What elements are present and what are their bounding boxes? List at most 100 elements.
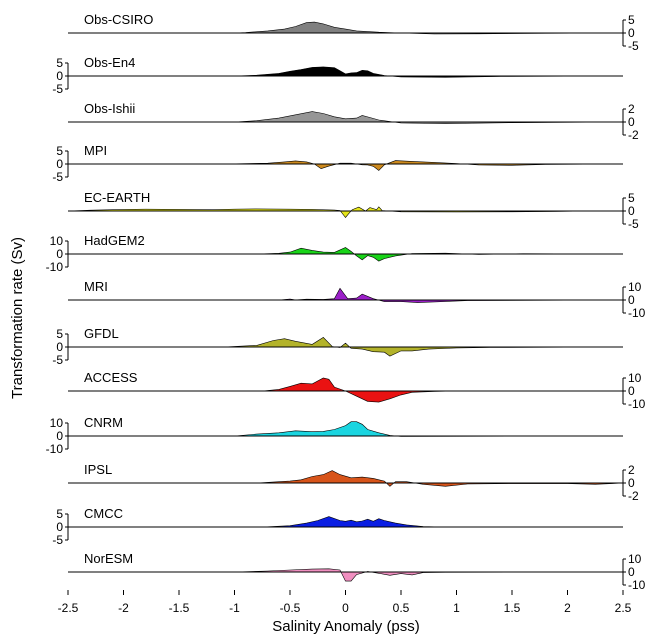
series-area-mpi bbox=[68, 160, 624, 171]
y-tick-label: -5 bbox=[628, 217, 639, 231]
y-tick-label: -10 bbox=[46, 260, 64, 274]
y-tick-label: 10 bbox=[628, 280, 642, 294]
x-tick-label: 2.5 bbox=[615, 601, 632, 615]
y-tick-label: 0 bbox=[628, 26, 635, 40]
y-tick-label: 0 bbox=[628, 204, 635, 218]
panel-hadgem2: HadGEM2 100-10 bbox=[46, 233, 624, 274]
y-tick-label: -5 bbox=[628, 39, 639, 53]
panel-label-obs-ishii: Obs-Ishii bbox=[84, 101, 135, 116]
y-tick-label: -10 bbox=[628, 578, 646, 592]
x-tick-label: -2.5 bbox=[58, 601, 79, 615]
y-axis-title: Transformation rate (Sv) bbox=[9, 237, 26, 399]
y-tick-label: 10 bbox=[50, 416, 64, 430]
series-area-ipsl bbox=[68, 470, 624, 487]
panel-label-cnrm: CNRM bbox=[84, 415, 123, 430]
y-axis-access: 100-10 bbox=[622, 371, 646, 411]
y-tick-label: 10 bbox=[628, 371, 642, 385]
y-tick-label: 0 bbox=[628, 476, 635, 490]
y-tick-label: -10 bbox=[628, 306, 646, 320]
y-tick-label: -5 bbox=[52, 82, 63, 96]
y-axis-noresm: 100-10 bbox=[622, 552, 646, 592]
series-area-cnrm bbox=[68, 421, 624, 437]
y-tick-label: 0 bbox=[628, 384, 635, 398]
panel-mpi: MPI 50-5 bbox=[52, 143, 624, 184]
y-tick-label: 5 bbox=[628, 13, 635, 27]
panel-ec-earth: EC-EARTH 50-5 bbox=[67, 190, 639, 231]
y-axis-gfdl: 50-5 bbox=[52, 327, 69, 367]
panel-label-access: ACCESS bbox=[84, 370, 138, 385]
y-tick-label: 5 bbox=[56, 144, 63, 158]
y-tick-label: 5 bbox=[56, 507, 63, 521]
series-area-access bbox=[68, 377, 623, 403]
x-tick-label: 1 bbox=[453, 601, 460, 615]
y-axis-cmcc: 50-5 bbox=[52, 507, 69, 547]
y-axis-obs-en4: 50-5 bbox=[52, 56, 69, 96]
y-tick-label: -10 bbox=[628, 397, 646, 411]
y-tick-label: -5 bbox=[52, 533, 63, 547]
y-tick-label: -10 bbox=[46, 442, 64, 456]
y-tick-label: 0 bbox=[56, 247, 63, 261]
panel-obs-csiro: Obs-CSIRO 50-5 bbox=[68, 12, 639, 53]
y-axis-ipsl: 20-2 bbox=[622, 463, 639, 503]
panel-obs-ishii: Obs-Ishii 20-2 bbox=[68, 101, 639, 142]
panel-label-noresm: NorESM bbox=[84, 551, 133, 566]
series-area-ec-earth bbox=[67, 206, 623, 218]
panel-label-gfdl: GFDL bbox=[84, 326, 119, 341]
y-tick-label: 0 bbox=[56, 69, 63, 83]
x-tick-label: -0.5 bbox=[280, 601, 301, 615]
series-area-obs-en4 bbox=[68, 66, 624, 78]
y-tick-label: 2 bbox=[628, 463, 635, 477]
series-area-noresm bbox=[68, 568, 624, 582]
y-axis-hadgem2: 100-10 bbox=[46, 234, 69, 274]
x-axis: -2.5 -2 -1.5 -1 -0.5 0 0.5 1 1.5 2 2.5 bbox=[58, 590, 632, 615]
y-tick-label: 10 bbox=[50, 234, 64, 248]
y-axis-mri: 100-10 bbox=[622, 280, 646, 320]
y-tick-label: -5 bbox=[52, 353, 63, 367]
panel-noresm: NorESM 100-10 bbox=[68, 551, 646, 592]
x-tick-label: 2 bbox=[564, 601, 571, 615]
x-tick-label: -1 bbox=[229, 601, 240, 615]
y-axis-cnrm: 100-10 bbox=[46, 416, 69, 456]
y-tick-label: 0 bbox=[628, 115, 635, 129]
panel-label-ipsl: IPSL bbox=[84, 462, 112, 477]
panel-obs-en4: Obs-En4 50-5 bbox=[52, 55, 624, 96]
panel-label-mri: MRI bbox=[84, 279, 108, 294]
y-tick-label: 5 bbox=[56, 327, 63, 341]
y-tick-label: -2 bbox=[628, 489, 639, 503]
x-tick-label: -1.5 bbox=[169, 601, 190, 615]
y-axis-ec-earth: 50-5 bbox=[622, 191, 639, 231]
y-axis-obs-csiro: 50-5 bbox=[622, 13, 639, 53]
y-tick-label: 5 bbox=[628, 191, 635, 205]
panel-mri: MRI 100-10 bbox=[68, 279, 646, 320]
panel-label-ec-earth: EC-EARTH bbox=[84, 190, 150, 205]
x-tick-label: -2 bbox=[118, 601, 129, 615]
series-area-obs-csiro bbox=[68, 21, 624, 35]
panel-cnrm: CNRM 100-10 bbox=[46, 415, 624, 456]
y-tick-label: 0 bbox=[628, 565, 635, 579]
y-axis-obs-ishii: 20-2 bbox=[622, 102, 639, 142]
panel-label-obs-en4: Obs-En4 bbox=[84, 55, 135, 70]
panel-cmcc: CMCC 50-5 bbox=[52, 506, 623, 547]
y-tick-label: 0 bbox=[56, 340, 63, 354]
y-tick-label: -2 bbox=[628, 128, 639, 142]
x-tick-label: 0 bbox=[342, 601, 349, 615]
y-tick-label: 0 bbox=[56, 520, 63, 534]
panel-ipsl: IPSL 20-2 bbox=[68, 462, 639, 503]
y-tick-label: -5 bbox=[52, 170, 63, 184]
y-tick-label: 5 bbox=[56, 56, 63, 70]
panel-label-hadgem2: HadGEM2 bbox=[84, 233, 145, 248]
y-tick-label: 0 bbox=[56, 429, 63, 443]
series-area-cmcc bbox=[68, 516, 623, 528]
y-tick-label: 0 bbox=[56, 157, 63, 171]
x-tick-label: 1.5 bbox=[504, 601, 521, 615]
series-area-obs-ishii bbox=[68, 111, 624, 124]
y-tick-label: 0 bbox=[628, 293, 635, 307]
panel-label-mpi: MPI bbox=[84, 143, 107, 158]
panel-label-obs-csiro: Obs-CSIRO bbox=[84, 12, 153, 27]
panel-access: ACCESS 100-10 bbox=[68, 370, 646, 411]
y-tick-label: 10 bbox=[628, 552, 642, 566]
x-tick-label: 0.5 bbox=[393, 601, 410, 615]
panel-gfdl: GFDL 50-5 bbox=[52, 326, 624, 367]
